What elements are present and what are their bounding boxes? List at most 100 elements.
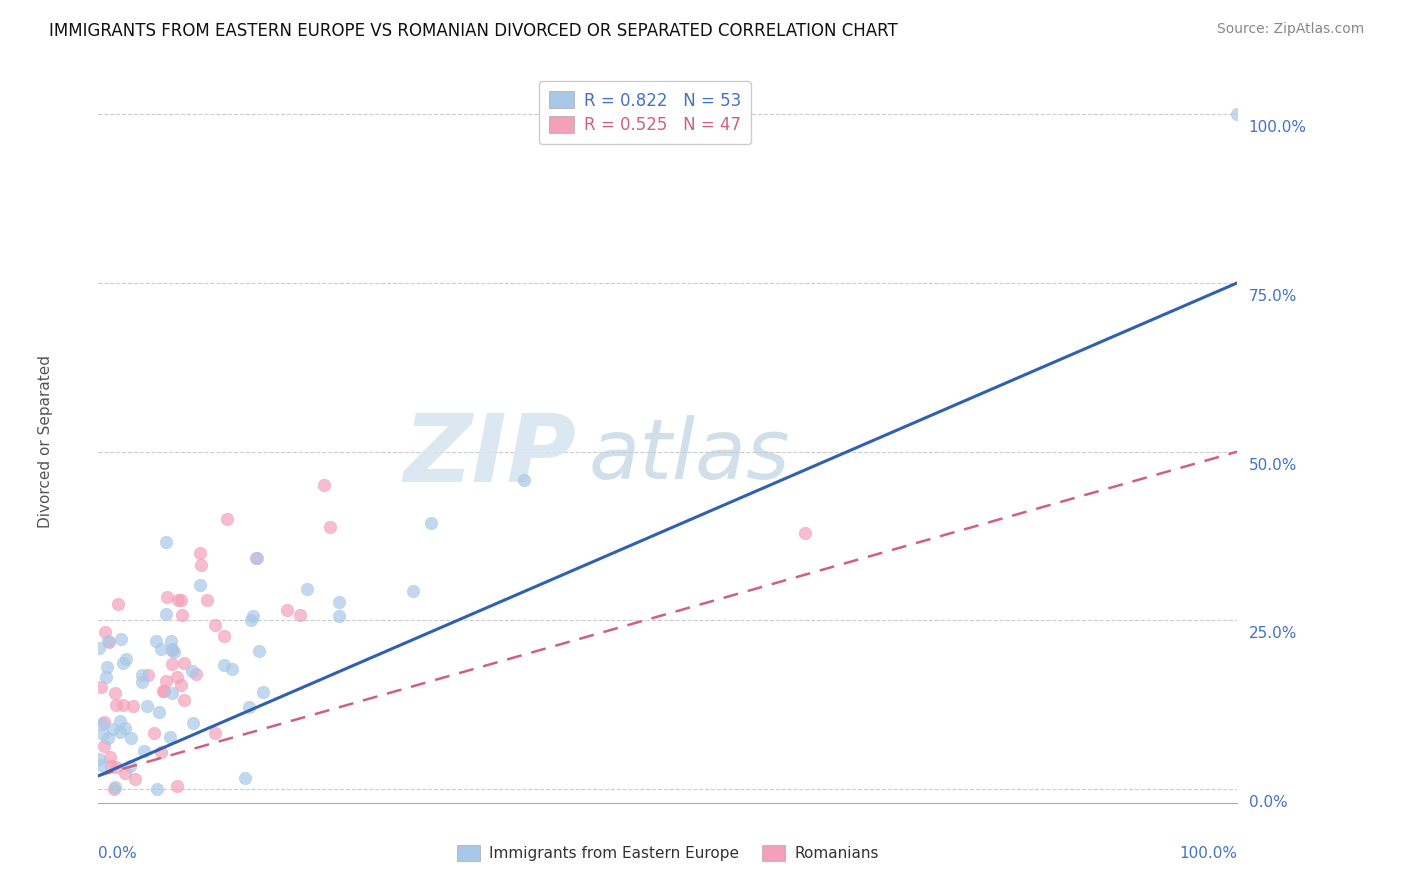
Text: Source: ZipAtlas.com: Source: ZipAtlas.com: [1216, 22, 1364, 37]
Point: [217, 512, 239, 526]
Point: [181, 715, 204, 730]
Point: [93, 739, 115, 753]
Point: [97, 731, 120, 745]
Point: [103, 782, 125, 797]
Point: [235, 772, 257, 786]
Point: [96, 660, 118, 674]
Point: [98, 749, 121, 764]
Point: [96, 633, 118, 648]
Point: [131, 667, 153, 681]
Point: [136, 667, 159, 681]
Point: [155, 607, 177, 622]
Point: [188, 546, 211, 560]
Point: [295, 582, 318, 597]
Point: [163, 645, 186, 659]
Point: [107, 597, 129, 611]
Point: [166, 670, 188, 684]
Point: [238, 700, 260, 714]
Point: [513, 473, 536, 487]
Point: [90, 680, 112, 694]
Point: [87, 641, 110, 656]
Point: [160, 641, 183, 656]
Point: [160, 686, 183, 700]
Point: [148, 705, 170, 719]
Point: [402, 583, 425, 598]
Text: 100.0%: 100.0%: [1249, 120, 1306, 135]
Point: [419, 516, 441, 530]
Point: [124, 772, 146, 786]
Point: [252, 685, 274, 699]
Point: [94, 670, 117, 684]
Point: [114, 766, 136, 780]
Point: [93, 624, 115, 639]
Point: [108, 714, 131, 728]
Text: ZIP: ZIP: [404, 410, 576, 502]
Point: [93, 715, 115, 730]
Point: [240, 613, 263, 627]
Point: [155, 534, 177, 549]
Point: [146, 782, 169, 797]
Point: [104, 780, 127, 794]
Point: [91, 716, 114, 731]
Point: [111, 698, 134, 713]
Point: [155, 591, 177, 605]
Point: [108, 725, 131, 739]
Point: [155, 673, 177, 688]
Text: 25.0%: 25.0%: [1249, 626, 1298, 641]
Point: [153, 684, 176, 698]
Point: [101, 723, 124, 737]
Point: [172, 608, 194, 623]
Point: [288, 607, 311, 622]
Point: [110, 632, 132, 646]
Point: [87, 752, 110, 766]
Point: [114, 721, 136, 735]
Point: [145, 634, 167, 648]
Point: [111, 656, 134, 670]
Point: [150, 745, 173, 759]
Point: [118, 759, 141, 773]
Point: [149, 642, 172, 657]
Point: [328, 608, 350, 623]
Point: [276, 603, 298, 617]
Point: [247, 644, 270, 658]
Point: [135, 699, 157, 714]
Point: [212, 657, 235, 672]
Point: [134, 744, 156, 758]
Point: [204, 726, 226, 740]
Point: [328, 594, 350, 608]
Text: 0.0%: 0.0%: [1249, 796, 1288, 810]
Point: [170, 593, 193, 607]
Point: [314, 478, 336, 492]
Point: [159, 731, 181, 745]
Point: [245, 550, 267, 565]
Point: [90, 758, 112, 772]
Text: IMMIGRANTS FROM EASTERN EUROPE VS ROMANIAN DIVORCED OR SEPARATED CORRELATION CHA: IMMIGRANTS FROM EASTERN EUROPE VS ROMANI…: [49, 22, 898, 40]
Text: 100.0%: 100.0%: [1180, 847, 1237, 861]
Point: [131, 675, 153, 690]
Legend: Immigrants from Eastern Europe, Romanians: Immigrants from Eastern Europe, Romanian…: [451, 839, 884, 867]
Point: [152, 683, 174, 698]
Point: [91, 727, 114, 741]
Point: [173, 657, 195, 671]
Text: 50.0%: 50.0%: [1249, 458, 1298, 473]
Point: [162, 657, 184, 671]
Point: [120, 731, 142, 745]
Text: 0.0%: 0.0%: [98, 847, 138, 861]
Point: [186, 667, 208, 681]
Point: [105, 760, 128, 774]
Point: [100, 758, 122, 772]
Text: atlas: atlas: [588, 416, 790, 497]
Point: [190, 558, 212, 573]
Point: [104, 686, 127, 700]
Point: [318, 520, 340, 534]
Point: [167, 593, 190, 607]
Point: [204, 618, 226, 632]
Point: [170, 677, 193, 691]
Text: Divorced or Separated: Divorced or Separated: [38, 355, 53, 528]
Point: [166, 780, 188, 794]
Point: [104, 698, 127, 712]
Point: [160, 634, 183, 648]
Point: [242, 609, 264, 624]
Point: [160, 642, 183, 657]
Point: [188, 578, 211, 592]
